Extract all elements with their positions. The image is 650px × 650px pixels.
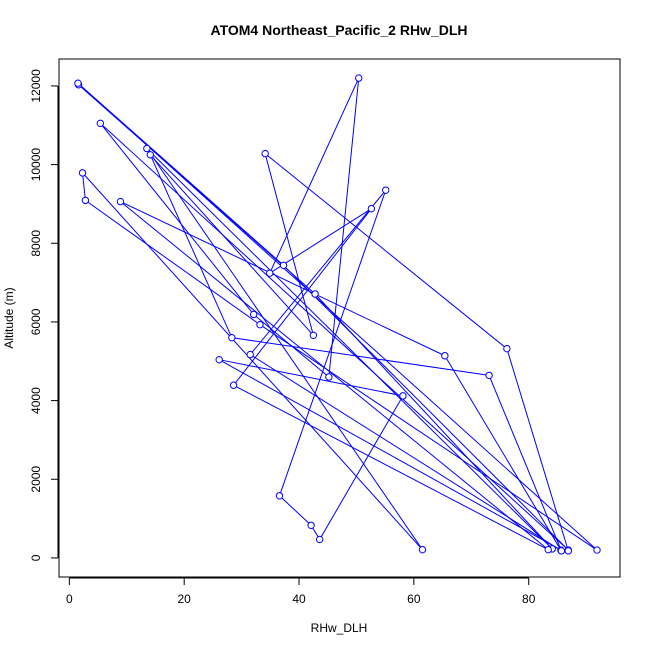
y-tick-label: 0	[29, 554, 43, 561]
series-segment	[444, 355, 562, 551]
x-tick-label: 0	[66, 592, 73, 606]
series-segment	[233, 208, 372, 386]
y-tick-label: 6000	[29, 308, 43, 335]
series-segment	[279, 495, 312, 526]
y-tick-label: 2000	[29, 466, 43, 493]
series-segment	[231, 337, 490, 376]
series-segment	[319, 395, 404, 540]
data-point	[229, 381, 238, 389]
data-point	[441, 352, 449, 360]
data-point	[382, 186, 390, 194]
series-segment	[249, 189, 387, 355]
data-point	[485, 371, 493, 380]
series-segment	[85, 199, 261, 326]
data-point	[399, 392, 407, 400]
data-point	[307, 521, 315, 529]
series-segment	[99, 122, 255, 315]
data-point	[143, 144, 151, 153]
data-point	[355, 74, 363, 82]
data-point	[275, 492, 284, 500]
y-tick-label: 4000	[29, 387, 43, 414]
data-point	[78, 169, 87, 177]
data-point	[81, 196, 90, 205]
y-axis: 0 2000 4000 6000 8000 10000 12000	[29, 69, 59, 561]
data-point	[564, 547, 573, 555]
series-segment	[269, 77, 360, 274]
series-segment	[219, 359, 404, 397]
x-axis-label: RHw_DLH	[311, 621, 368, 635]
y-tick-label: 12000	[29, 69, 43, 103]
data-point	[215, 355, 223, 364]
series-segment	[82, 172, 86, 201]
series-segment	[283, 264, 569, 551]
series-segment	[120, 201, 549, 551]
x-axis: 0 20 40 60 80	[66, 577, 536, 606]
series-points	[74, 74, 601, 555]
series-segment	[233, 384, 549, 551]
series-segment	[149, 154, 314, 336]
series-segment	[146, 148, 423, 550]
data-point	[116, 197, 125, 206]
series-segment	[269, 208, 372, 274]
series-segment	[264, 153, 314, 336]
data-point	[279, 261, 288, 269]
y-tick-label: 8000	[29, 230, 43, 257]
data-point	[503, 344, 511, 353]
x-tick-label: 20	[177, 592, 191, 606]
data-point	[146, 151, 154, 159]
data-point	[74, 79, 82, 87]
data-point	[249, 310, 258, 319]
data-point	[256, 320, 264, 329]
series-segment	[146, 148, 553, 550]
series-segment	[249, 354, 562, 552]
series-segment	[120, 201, 446, 357]
series-segment	[149, 154, 233, 338]
x-tick-label: 60	[407, 592, 421, 606]
series-segment	[218, 359, 562, 551]
y-axis-label: Altitude (m)	[2, 287, 16, 348]
data-point	[418, 545, 427, 554]
series-segment	[259, 324, 598, 551]
data-point	[367, 204, 376, 213]
data-point	[593, 546, 601, 554]
data-point	[309, 331, 318, 340]
series-segment	[506, 348, 569, 551]
data-point	[315, 535, 324, 544]
data-point	[96, 119, 105, 128]
series-segment	[77, 82, 598, 551]
data-point	[557, 547, 566, 555]
data-point	[228, 333, 236, 342]
series-segment	[253, 314, 330, 378]
series-segment	[264, 153, 508, 350]
data-point	[246, 350, 254, 359]
data-point	[325, 373, 333, 381]
series-segment	[328, 78, 360, 378]
series-segment	[279, 190, 387, 496]
data-point	[544, 545, 552, 554]
series-lines	[77, 77, 598, 552]
y-tick-label: 10000	[29, 148, 43, 182]
data-point	[266, 269, 274, 277]
series-segment	[77, 82, 284, 266]
data-point	[311, 290, 319, 298]
x-tick-label: 40	[292, 592, 306, 606]
series-segment	[488, 375, 562, 552]
x-tick-label: 80	[522, 592, 536, 606]
chart-title: ATOM4 Northeast_Pacific_2 RHw_DLH	[211, 22, 468, 38]
plot-frame	[58, 58, 621, 578]
data-point	[261, 149, 269, 158]
